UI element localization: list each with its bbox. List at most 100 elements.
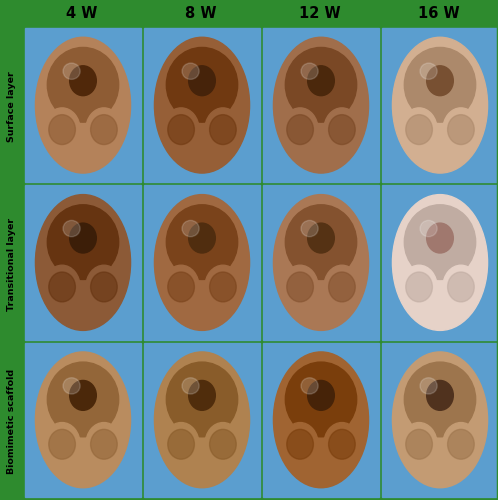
Ellipse shape	[44, 422, 80, 466]
Ellipse shape	[205, 108, 241, 152]
Ellipse shape	[35, 194, 130, 330]
Ellipse shape	[210, 114, 236, 144]
Ellipse shape	[163, 108, 199, 152]
Ellipse shape	[448, 272, 474, 302]
Ellipse shape	[63, 220, 80, 236]
Bar	[144, 186, 260, 340]
Ellipse shape	[401, 265, 437, 308]
Bar	[263, 342, 379, 497]
Bar	[144, 342, 260, 497]
Ellipse shape	[86, 108, 122, 152]
Bar	[144, 28, 260, 182]
Ellipse shape	[44, 265, 80, 308]
Ellipse shape	[168, 272, 194, 302]
Ellipse shape	[282, 422, 318, 466]
Ellipse shape	[285, 205, 357, 280]
Ellipse shape	[443, 265, 479, 308]
Ellipse shape	[182, 378, 199, 394]
Ellipse shape	[287, 272, 313, 302]
Ellipse shape	[406, 430, 432, 459]
Text: Transitional layer: Transitional layer	[6, 218, 15, 310]
Ellipse shape	[168, 430, 194, 459]
Ellipse shape	[287, 114, 313, 144]
Ellipse shape	[47, 362, 119, 437]
Ellipse shape	[420, 63, 437, 80]
Ellipse shape	[189, 223, 215, 253]
Ellipse shape	[392, 194, 488, 330]
Ellipse shape	[308, 66, 334, 96]
Ellipse shape	[301, 378, 318, 394]
Ellipse shape	[329, 272, 355, 302]
Ellipse shape	[329, 430, 355, 459]
Ellipse shape	[406, 272, 432, 302]
Ellipse shape	[443, 422, 479, 466]
Ellipse shape	[166, 362, 238, 437]
Ellipse shape	[420, 220, 437, 236]
Ellipse shape	[154, 352, 249, 488]
Ellipse shape	[49, 114, 75, 144]
Bar	[25, 28, 141, 182]
Ellipse shape	[427, 380, 453, 410]
Bar	[263, 186, 379, 340]
Ellipse shape	[404, 362, 476, 437]
Ellipse shape	[301, 220, 318, 236]
Ellipse shape	[273, 352, 369, 488]
Ellipse shape	[404, 48, 476, 122]
Ellipse shape	[420, 378, 437, 394]
Ellipse shape	[401, 108, 437, 152]
Ellipse shape	[282, 265, 318, 308]
Ellipse shape	[210, 430, 236, 459]
Ellipse shape	[44, 108, 80, 152]
Ellipse shape	[401, 422, 437, 466]
Ellipse shape	[47, 48, 119, 122]
Ellipse shape	[443, 108, 479, 152]
Ellipse shape	[273, 194, 369, 330]
Ellipse shape	[47, 205, 119, 280]
Ellipse shape	[285, 362, 357, 437]
Ellipse shape	[189, 66, 215, 96]
Ellipse shape	[63, 378, 80, 394]
Ellipse shape	[166, 48, 238, 122]
Ellipse shape	[189, 380, 215, 410]
Ellipse shape	[282, 108, 318, 152]
Ellipse shape	[163, 422, 199, 466]
Ellipse shape	[91, 430, 117, 459]
Ellipse shape	[86, 422, 122, 466]
Ellipse shape	[86, 265, 122, 308]
Ellipse shape	[70, 66, 96, 96]
Ellipse shape	[210, 272, 236, 302]
Ellipse shape	[166, 205, 238, 280]
Text: Biomimetic scaffold: Biomimetic scaffold	[6, 369, 15, 474]
Bar	[25, 342, 141, 497]
Ellipse shape	[285, 48, 357, 122]
Ellipse shape	[205, 265, 241, 308]
Ellipse shape	[205, 422, 241, 466]
Ellipse shape	[392, 352, 488, 488]
Text: 12 W: 12 W	[299, 6, 340, 22]
Ellipse shape	[448, 430, 474, 459]
Text: 8 W: 8 W	[185, 6, 216, 22]
Bar	[0, 0, 498, 28]
Ellipse shape	[70, 380, 96, 410]
Ellipse shape	[329, 114, 355, 144]
Ellipse shape	[308, 223, 334, 253]
Ellipse shape	[49, 430, 75, 459]
Ellipse shape	[427, 223, 453, 253]
Ellipse shape	[63, 63, 80, 80]
Ellipse shape	[324, 422, 360, 466]
Text: 4 W: 4 W	[66, 6, 97, 22]
Ellipse shape	[392, 38, 488, 173]
Ellipse shape	[404, 205, 476, 280]
Ellipse shape	[35, 352, 130, 488]
Ellipse shape	[324, 108, 360, 152]
Bar	[382, 186, 498, 340]
Text: Surface layer: Surface layer	[6, 72, 15, 142]
Ellipse shape	[273, 38, 369, 173]
Text: 16 W: 16 W	[418, 6, 459, 22]
Ellipse shape	[427, 66, 453, 96]
Bar	[382, 28, 498, 182]
Ellipse shape	[163, 265, 199, 308]
Ellipse shape	[70, 223, 96, 253]
Ellipse shape	[35, 38, 130, 173]
Ellipse shape	[308, 380, 334, 410]
